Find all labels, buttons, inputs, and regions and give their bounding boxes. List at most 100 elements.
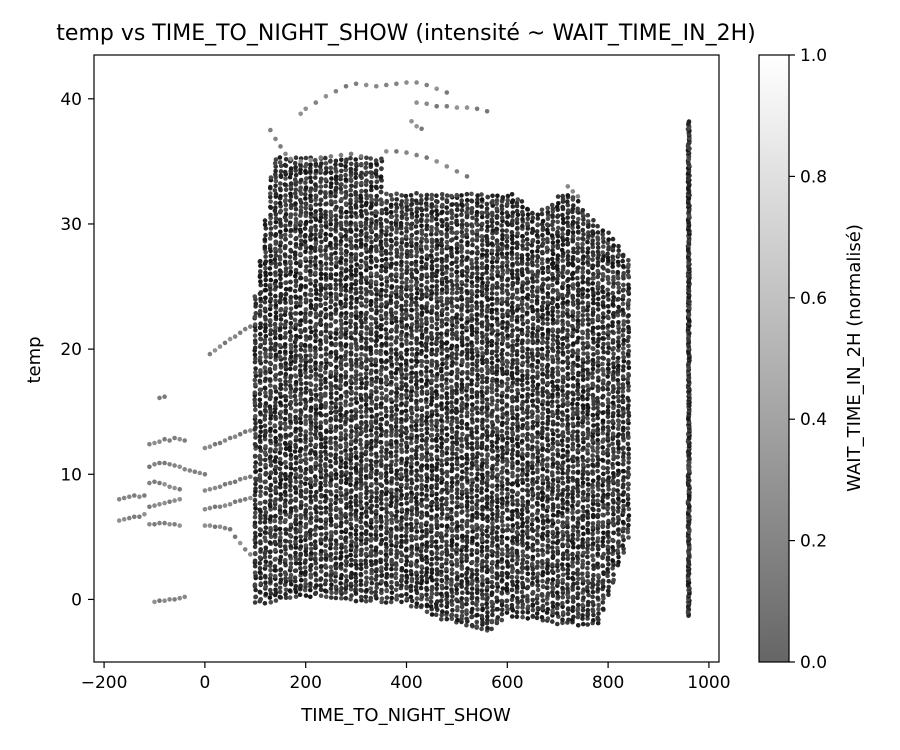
scatter-point	[414, 213, 420, 219]
scatter-point	[348, 192, 354, 198]
scatter-point	[313, 403, 319, 409]
scatter-point	[293, 527, 298, 532]
scatter-point	[459, 475, 465, 480]
scatter-point	[288, 506, 294, 511]
scatter-point	[389, 277, 395, 283]
scatter-point	[383, 580, 389, 586]
scatter-point	[343, 511, 348, 517]
scatter-point	[303, 185, 309, 190]
scatter-point	[479, 452, 485, 458]
scatter-point	[349, 311, 354, 317]
scatter-point	[419, 321, 425, 327]
scatter-point	[313, 182, 318, 187]
scatter-point	[450, 440, 455, 446]
scatter-point	[318, 442, 324, 447]
scatter-point	[368, 559, 374, 564]
scatter-point	[328, 489, 333, 495]
scatter-point	[308, 214, 314, 220]
scatter-point	[359, 170, 364, 176]
scatter-point	[384, 228, 389, 234]
scatter-point	[278, 229, 283, 235]
scatter-point	[444, 227, 450, 232]
scatter-point	[439, 276, 445, 282]
scatter-point	[293, 505, 298, 510]
scatter-point	[283, 576, 288, 581]
scatter-point	[423, 354, 429, 359]
scatter-point	[454, 207, 460, 213]
scatter-point	[444, 391, 450, 396]
scatter-point	[439, 617, 444, 622]
scatter-point	[414, 418, 420, 423]
scatter-point	[323, 543, 329, 548]
scatter-point	[273, 556, 278, 562]
scatter-point	[354, 262, 360, 267]
scatter-point	[313, 223, 318, 229]
scatter-point	[419, 564, 425, 569]
scatter-point	[344, 410, 349, 415]
scatter-point	[344, 563, 349, 568]
scatter-point	[343, 480, 349, 486]
scatter-point	[469, 591, 475, 596]
scatter-point	[312, 474, 318, 479]
scatter-point	[359, 188, 364, 194]
scatter-point	[369, 220, 374, 226]
scatter-point	[429, 271, 435, 276]
scatter-point	[293, 344, 298, 349]
scatter-point	[434, 513, 440, 518]
scatter-point	[348, 342, 354, 347]
scatter-point	[434, 283, 440, 289]
scatter-point	[298, 358, 304, 364]
scatter-point	[343, 293, 349, 298]
scatter-point	[409, 375, 414, 381]
scatter-point	[288, 383, 293, 389]
scatter-point	[404, 449, 410, 454]
scatter-point	[318, 458, 324, 464]
scatter-point	[253, 486, 258, 491]
scatter-point	[479, 367, 485, 372]
scatter-point	[465, 369, 470, 375]
scatter-point	[354, 433, 359, 439]
scatter-point	[267, 540, 273, 545]
scatter-point	[282, 182, 288, 187]
scatter-point	[364, 529, 369, 534]
scatter-point	[413, 495, 419, 501]
scatter-point	[354, 476, 359, 482]
scatter-point	[359, 352, 364, 357]
scatter-point	[454, 230, 460, 235]
scatter-point	[349, 389, 354, 395]
scatter-point	[273, 447, 279, 452]
scatter-point	[475, 410, 480, 416]
scatter-point	[363, 316, 369, 322]
scatter-point	[439, 394, 445, 399]
scatter-point	[278, 298, 283, 303]
scatter-point	[439, 401, 444, 406]
scatter-point	[474, 532, 480, 538]
scatter-point	[374, 430, 379, 436]
scatter-point	[369, 590, 374, 595]
scatter-point	[434, 586, 440, 592]
scatter-point	[434, 555, 439, 560]
scatter-point	[419, 317, 424, 323]
scatter-point	[303, 367, 308, 372]
scatter-point	[429, 612, 435, 617]
scatter-point	[358, 301, 364, 306]
scatter-point	[435, 599, 440, 604]
scatter-point	[298, 177, 304, 183]
scatter-point	[419, 521, 424, 527]
scatter-point	[353, 272, 359, 278]
scatter-point	[297, 453, 303, 459]
scatter-point	[389, 580, 394, 585]
scatter-point	[409, 419, 415, 424]
scatter-point	[288, 191, 293, 197]
scatter-point	[293, 460, 299, 466]
scatter-point	[308, 255, 314, 261]
scatter-point	[409, 197, 415, 203]
scatter-point	[394, 319, 399, 324]
scatter-point	[439, 475, 444, 481]
scatter-point	[404, 482, 410, 487]
scatter-point	[257, 418, 263, 424]
scatter-point	[389, 327, 395, 333]
scatter-point	[364, 325, 370, 330]
scatter-point	[474, 368, 480, 373]
scatter-point	[358, 503, 363, 508]
